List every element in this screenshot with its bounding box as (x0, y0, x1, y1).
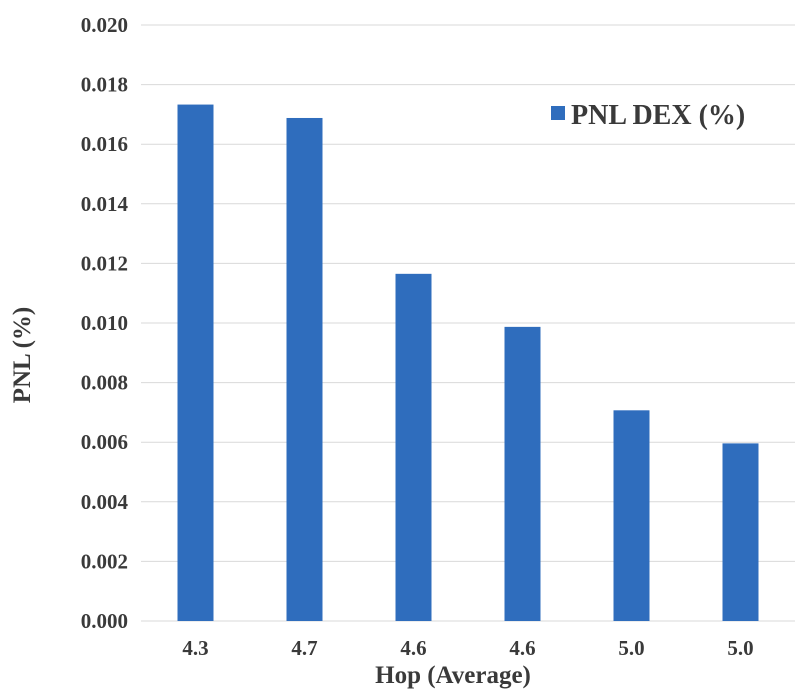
y-tick-label: 0.016 (81, 132, 128, 156)
bars (177, 104, 759, 622)
x-tick-label: 4.6 (509, 636, 535, 660)
y-tick-label: 0.002 (81, 549, 128, 573)
y-tick-label: 0.018 (81, 73, 128, 97)
bar (504, 326, 541, 621)
x-tick-label: 5.0 (727, 636, 753, 660)
legend-label: PNL DEX (%) (571, 100, 745, 131)
y-tick-label: 0.020 (81, 13, 128, 37)
x-axis-ticks: 4.3 4.7 4.6 4.6 5.0 5.0 (182, 636, 753, 660)
bar (177, 104, 214, 622)
x-axis-title: Hop (Average) (375, 662, 531, 689)
y-tick-label: 0.000 (81, 609, 128, 633)
bar (613, 410, 650, 621)
legend-swatch (551, 106, 565, 120)
y-tick-label: 0.010 (81, 311, 128, 335)
x-tick-label: 4.6 (400, 636, 426, 660)
y-tick-label: 0.008 (81, 371, 128, 395)
y-axis-title: PNL (%) (9, 307, 36, 404)
bar (395, 273, 432, 621)
x-tick-label: 4.7 (291, 636, 317, 660)
gridlines (141, 24, 795, 622)
x-tick-label: 5.0 (618, 636, 644, 660)
y-tick-label: 0.004 (81, 490, 129, 514)
x-tick-label: 4.3 (182, 636, 208, 660)
legend: PNL DEX (%) (551, 100, 745, 131)
bar (722, 443, 759, 621)
y-tick-label: 0.012 (81, 251, 128, 275)
y-axis-ticks: 0.000 0.002 0.004 0.006 0.008 0.010 0.012 0.014… (81, 13, 129, 633)
y-tick-label: 0.006 (81, 430, 128, 454)
bar (286, 117, 323, 621)
y-tick-label: 0.014 (81, 192, 129, 216)
